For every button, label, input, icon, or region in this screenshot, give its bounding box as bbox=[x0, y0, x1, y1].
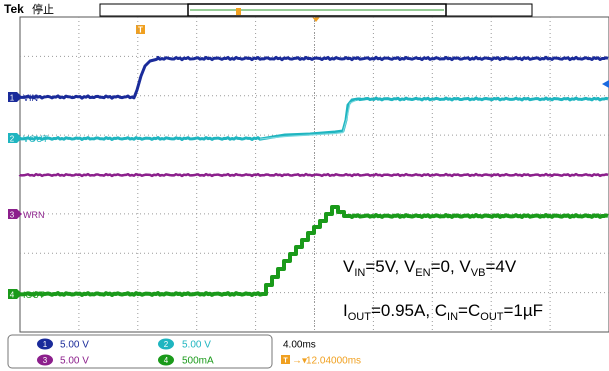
ch2-scale-readout[interactable]: 2 5.00 V bbox=[158, 338, 211, 351]
ch3-scale-readout[interactable]: 3 5.00 V bbox=[37, 354, 89, 367]
iout-trace bbox=[18, 205, 609, 297]
ch1-number: 1 bbox=[10, 94, 15, 103]
trigger-time-icon-small bbox=[281, 355, 290, 364]
ch3-scale: 5.00 V bbox=[60, 356, 89, 367]
ch1-scale-readout[interactable]: 1 5.00 V bbox=[37, 338, 89, 351]
svg-text:T: T bbox=[283, 358, 288, 365]
ch4-label: IOUT bbox=[23, 290, 45, 300]
ch3-label: WRN bbox=[23, 210, 45, 220]
ch2-scale: 5.00 V bbox=[182, 340, 211, 351]
record-overview-bar[interactable] bbox=[99, 3, 533, 17]
svg-text:→▾: →▾ bbox=[292, 356, 307, 367]
timebase-panel[interactable]: 4.00ms T →▾ 12.04000ms bbox=[281, 340, 361, 367]
trigger-marker-icon bbox=[236, 8, 241, 15]
trigger-time-icon: T bbox=[136, 25, 145, 35]
vin-trace bbox=[18, 55, 609, 100]
ch4-scale: 500mA bbox=[182, 356, 214, 367]
waveforms bbox=[18, 55, 609, 297]
brand-label: Tek bbox=[4, 2, 24, 16]
svg-text:4: 4 bbox=[164, 356, 169, 365]
trigger-level-icon bbox=[602, 80, 609, 88]
run-state-label: 停止 bbox=[32, 2, 54, 16]
svg-text:3: 3 bbox=[10, 211, 15, 220]
ch1-marker[interactable]: 1 VIN bbox=[8, 92, 38, 103]
ch2-label: VOUT bbox=[23, 134, 49, 144]
ch1-label: VIN bbox=[23, 93, 38, 103]
ch1-scale: 5.00 V bbox=[60, 340, 89, 351]
ch4-marker[interactable]: 4 IOUT bbox=[8, 289, 45, 300]
trigger-position-readout: 12.04000ms bbox=[306, 356, 361, 367]
annotation-load: IOUT=0.95A, CIN=COUT=1µF bbox=[343, 301, 543, 323]
wrn-trace bbox=[18, 172, 609, 178]
ch3-marker[interactable]: 3 WRN bbox=[8, 209, 45, 220]
timebase-readout: 4.00ms bbox=[283, 340, 316, 351]
svg-text:4: 4 bbox=[10, 291, 15, 300]
ch2-marker[interactable]: 2 VOUT bbox=[8, 133, 49, 144]
svg-text:T: T bbox=[138, 26, 143, 35]
trigger-position-icon bbox=[312, 17, 320, 22]
svg-text:3: 3 bbox=[43, 356, 48, 365]
svg-text:2: 2 bbox=[164, 340, 169, 349]
svg-text:1: 1 bbox=[43, 340, 48, 349]
ch4-scale-readout[interactable]: 4 500mA bbox=[158, 354, 214, 367]
ch2-number: 2 bbox=[10, 135, 15, 144]
annotation-conditions: VIN=5V, VEN=0, VVB=4V bbox=[343, 257, 517, 279]
channel-settings-panel: 1 5.00 V 2 5.00 V 3 5.00 V 4 500mA bbox=[7, 334, 273, 369]
vout-trace-envelope bbox=[259, 99, 357, 140]
